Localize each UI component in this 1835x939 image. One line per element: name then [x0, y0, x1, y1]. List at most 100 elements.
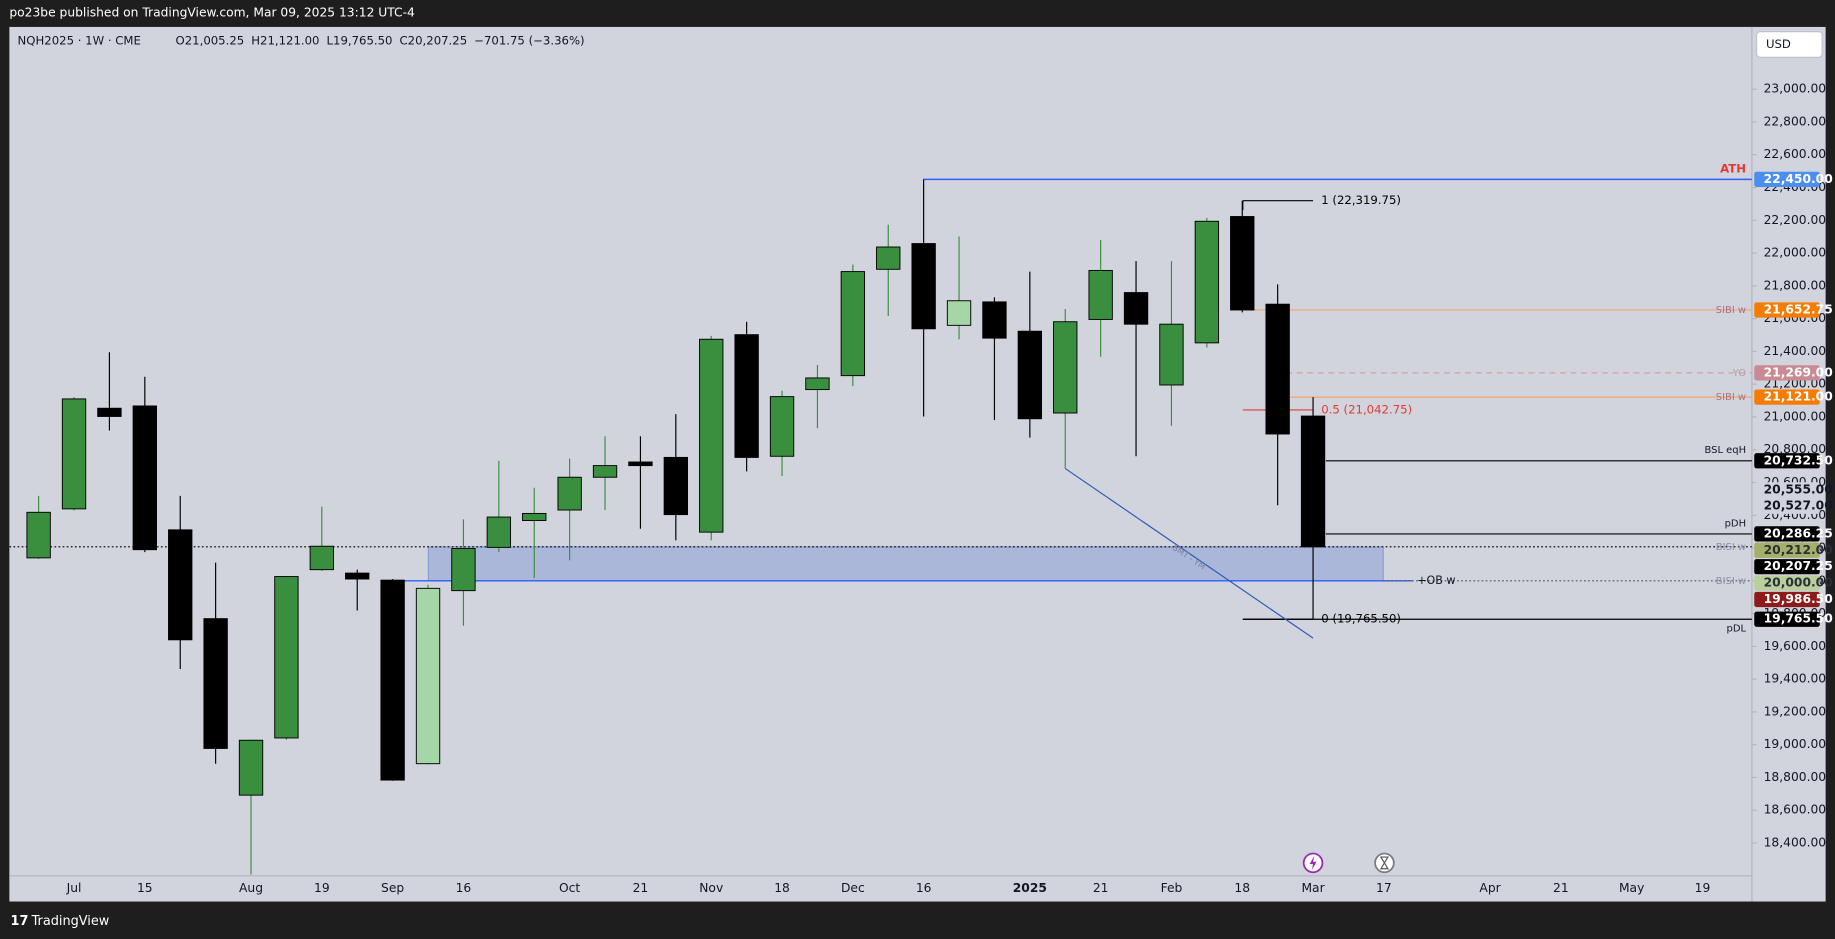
y-tick-label: 22,800.00 [1764, 114, 1827, 128]
x-tick-label: 17 [1376, 881, 1392, 895]
level-label: YO [1732, 368, 1747, 379]
currency-label[interactable]: USD [1766, 37, 1791, 51]
x-tick-label: Sep [381, 881, 404, 895]
currency-button[interactable] [1756, 31, 1823, 58]
price-tag [1754, 453, 1820, 469]
candle-layer [26, 179, 1326, 875]
level-label: pDH [1725, 518, 1746, 529]
candle-body [274, 576, 299, 739]
y-tick-label: 22,200.00 [1764, 213, 1827, 227]
price-tag [1754, 482, 1820, 498]
y-tick-label: 21,800.00 [1764, 278, 1827, 292]
price-tag-label: 20,212.00 [1764, 543, 1833, 557]
candle-body [1088, 269, 1113, 320]
y-tick-label: 20,800.00 [1764, 442, 1827, 456]
x-tick-label: Dec [841, 881, 865, 895]
y-tick-label: 18,600.00 [1764, 803, 1827, 817]
price-tag [1754, 591, 1820, 608]
x-tick-label: 18 [774, 881, 790, 895]
brand-name: TradingView [31, 914, 110, 929]
x-tick-label: Jul [66, 881, 82, 895]
candle-body [840, 271, 866, 377]
chart-background [9, 26, 1826, 902]
brand: 𝟭𝟳 TradingView [11, 914, 110, 929]
y-tick-label: 19,000.00 [1764, 737, 1827, 751]
candle-body [946, 300, 972, 326]
candle-body [1230, 216, 1255, 311]
legend-item: O21,005.25 [176, 33, 245, 47]
candle-body [699, 338, 724, 533]
lightning [1309, 855, 1317, 870]
level-label: BSL eqH [1705, 445, 1747, 456]
candle-body [1194, 220, 1220, 344]
candle-body [1123, 292, 1149, 325]
candle-body [734, 334, 759, 458]
legend-item: L19,765.50 [327, 33, 393, 47]
price-tag-label: 22,450.00 [1764, 172, 1833, 186]
price-tag-label: 21,121.00 [1764, 390, 1833, 404]
candle-body [1053, 321, 1078, 414]
y-tick-label: 18,800.00 [1764, 770, 1827, 784]
fib-label: 0.5 (21,042.75) [1321, 402, 1412, 416]
candle-body [522, 512, 547, 521]
y-tick-label: 22,600.00 [1764, 147, 1827, 161]
candle-body [61, 398, 87, 510]
y-tick-label: 22,000.00 [1764, 246, 1827, 260]
candle-body [1300, 415, 1326, 548]
level-label: ATH [1720, 161, 1746, 175]
price-tag [1754, 302, 1820, 318]
price-tag [1754, 611, 1820, 627]
y-tick-label: 18,400.00 [1764, 835, 1827, 849]
price-tag-label: 19,765.50 [1764, 612, 1833, 626]
candle-body [557, 476, 582, 511]
price-tag [1754, 526, 1820, 542]
candle-body [1265, 303, 1290, 435]
price-tag-label: 20,286.25 [1764, 526, 1833, 540]
x-tick-label: 19 [314, 881, 330, 895]
axis-layer: 18,400.00 18,600.00 18,800.00 19,000.00 19,2… [66, 82, 1833, 895]
candle-body [486, 516, 512, 548]
price-tag [1754, 389, 1820, 405]
legend-item: C20,207.25 [400, 33, 468, 47]
ohlc-legend: O21,005.25 H21,121.00 L19,765.50 C20,207.25… [176, 33, 585, 47]
level-label: pDL [1727, 624, 1747, 635]
hourglass [1379, 856, 1389, 870]
x-tick-label: Apr [1479, 881, 1501, 895]
fib-label: 0 (19,765.50) [1321, 612, 1401, 626]
level-label: SIBI w [1716, 305, 1746, 316]
candle-body [982, 301, 1007, 339]
candle-body [168, 529, 193, 641]
y-tick-label: 19,200.00 [1764, 704, 1827, 718]
x-tick-label: 15 [137, 881, 153, 895]
y-tick-label: 21,000.00 [1764, 409, 1827, 423]
x-tick-label: 18 [1234, 881, 1250, 895]
x-tick-label: 19 [1695, 881, 1711, 895]
price-tag-label: 20,555.00 [1764, 482, 1833, 496]
candle-body [1017, 330, 1043, 420]
x-tick-label: 21 [1553, 881, 1569, 895]
candle-body [345, 572, 370, 580]
order-block-zone [427, 546, 1384, 582]
y-tick-label: 21,400.00 [1764, 344, 1827, 358]
price-tag [1754, 498, 1820, 514]
price-tag [1754, 575, 1820, 591]
candle-body [26, 511, 51, 559]
legend-item: −701.75 (−3.36%) [474, 33, 584, 47]
zone-label: +OB w [1417, 574, 1455, 587]
symbol-title: NQH2025 · 1W · CME [18, 33, 141, 47]
x-tick-label: May [1619, 881, 1644, 895]
fib-label: 1 (22,319.75) [1321, 193, 1401, 207]
x-tick-label: 16 [456, 881, 472, 895]
smt-line [1064, 467, 1314, 639]
level-label: BISI w [1716, 576, 1746, 587]
x-tick-label: 21 [633, 881, 649, 895]
brand-logo: 𝟭𝟳 [11, 914, 29, 929]
candle-body [203, 618, 228, 749]
x-tick-label: Mar [1301, 881, 1325, 895]
candle-body [628, 461, 653, 467]
x-tick-label: Feb [1161, 881, 1183, 895]
y-tick-label: 19,400.00 [1764, 672, 1827, 686]
x-tick-label: Nov [699, 881, 723, 895]
